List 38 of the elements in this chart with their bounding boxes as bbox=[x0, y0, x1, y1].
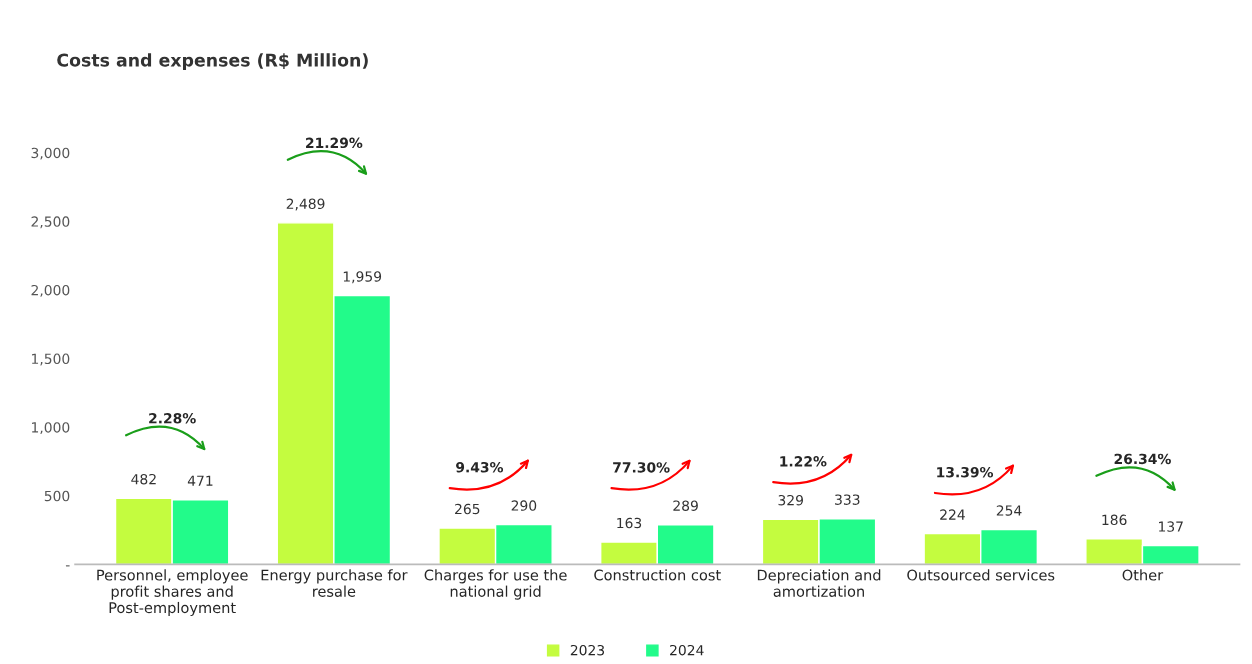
x-tick-label: Construction cost bbox=[594, 569, 721, 581]
y-tick-label: 3,000 bbox=[31, 147, 70, 160]
y-tick-label: 2,500 bbox=[31, 216, 70, 229]
x-tick-label: Energy purchase for resale bbox=[261, 569, 408, 597]
data-label: 2,489 bbox=[286, 198, 325, 211]
data-label: 329 bbox=[778, 494, 803, 506]
text: 21.29% bbox=[306, 137, 363, 149]
annotation: 9.43% bbox=[456, 462, 504, 473]
legend-label: 2023 bbox=[570, 644, 605, 656]
x-tick-label: Depreciation and amortization bbox=[757, 569, 881, 597]
annotation: 13.39% bbox=[937, 466, 994, 478]
data-label: 1,959 bbox=[343, 271, 382, 284]
data-label: 224 bbox=[940, 509, 965, 520]
y-tick-label: 500 bbox=[44, 490, 70, 502]
chart-title: Costs and expenses (R$ Million) bbox=[57, 53, 368, 71]
data-label: 290 bbox=[511, 500, 537, 511]
annotation: 77.30% bbox=[613, 462, 670, 473]
data-label: 254 bbox=[996, 505, 1022, 516]
y-tick-label: 1,500 bbox=[32, 353, 70, 366]
data-label: 265 bbox=[455, 503, 480, 515]
y-tick-label: 2,000 bbox=[31, 284, 70, 297]
y-tick-label: - bbox=[65, 565, 70, 567]
data-label: 163 bbox=[617, 517, 642, 529]
data-label: 289 bbox=[673, 500, 698, 511]
x-tick-label: Personnel, employee profit shares and Post-employment bbox=[97, 569, 248, 617]
data-label: 137 bbox=[1159, 521, 1183, 532]
x-tick-label: Other bbox=[1122, 569, 1164, 581]
data-label: 482 bbox=[131, 473, 156, 485]
annotation: 2.28% bbox=[149, 413, 196, 424]
x-tick-label: Outsourced services bbox=[907, 569, 1055, 581]
data-label: 471 bbox=[187, 475, 213, 486]
legend-label: 2024 bbox=[670, 644, 704, 656]
data-label: 333 bbox=[835, 494, 860, 505]
annotation: 1.22% bbox=[780, 456, 827, 467]
annotation: 26.34% bbox=[1114, 453, 1171, 465]
y-tick-label: 1,000 bbox=[32, 422, 70, 435]
data-label: 186 bbox=[1102, 514, 1127, 526]
x-tick-label: Charges for use the national grid bbox=[424, 569, 567, 600]
